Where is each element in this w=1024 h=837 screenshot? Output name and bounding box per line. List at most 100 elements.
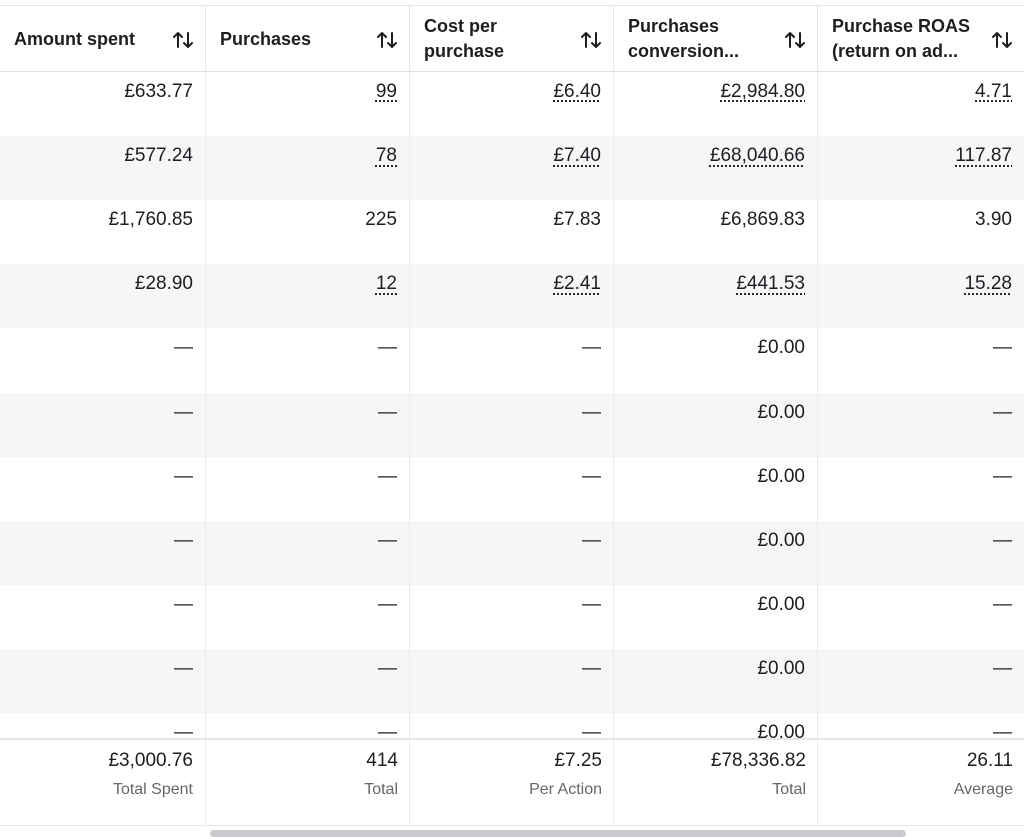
page: Amount spent Purchases Cost per purchase Pu… bbox=[0, 0, 1024, 837]
cell-value: — bbox=[993, 658, 1012, 679]
cell-value: — bbox=[174, 466, 193, 487]
table-cell: £28.90 bbox=[0, 264, 205, 328]
cell-value: — bbox=[582, 530, 601, 551]
sort-icon[interactable] bbox=[375, 30, 399, 57]
cell-value: — bbox=[993, 722, 1012, 738]
cell-value: — bbox=[174, 658, 193, 679]
footer-label: Total bbox=[614, 781, 818, 799]
cell-value: £441.53 bbox=[736, 273, 805, 294]
footer-cell: 414 Total bbox=[205, 740, 409, 826]
cell-value: £2,984.80 bbox=[720, 81, 805, 102]
cell-value: £68,040.66 bbox=[710, 145, 805, 166]
sort-icon[interactable] bbox=[171, 30, 195, 57]
table-body: £633.77 99 £6.40 £2,984.80 4.71 £577.24 78 £7.4… bbox=[0, 72, 1024, 738]
table-cell: — bbox=[817, 393, 1024, 457]
cell-value: — bbox=[378, 594, 397, 615]
table-cell: £2,984.80 bbox=[613, 72, 817, 136]
cell-value: 4.71 bbox=[975, 81, 1012, 102]
table-cell: — bbox=[817, 649, 1024, 713]
table-cell: — bbox=[0, 328, 205, 392]
footer-label: Total bbox=[206, 781, 410, 799]
footer-value: £3,000.76 bbox=[0, 750, 205, 772]
column-header[interactable]: Purchase ROAS (return on ad... bbox=[817, 6, 1024, 72]
cell-value: — bbox=[582, 402, 601, 423]
table-cell: — bbox=[205, 328, 409, 392]
table-cell: £0.00 bbox=[613, 328, 817, 392]
table-cell: £2.41 bbox=[409, 264, 613, 328]
table-cell: 78 bbox=[205, 136, 409, 200]
cell-value: £0.00 bbox=[757, 594, 805, 615]
column-header[interactable]: Purchases conversion... bbox=[613, 6, 817, 72]
cell-value: — bbox=[174, 402, 193, 423]
sort-icon[interactable] bbox=[579, 30, 603, 57]
footer-label: Total Spent bbox=[0, 781, 205, 799]
column-header[interactable]: Amount spent bbox=[0, 6, 205, 72]
table-cell: — bbox=[409, 585, 613, 649]
cell-value: — bbox=[993, 466, 1012, 487]
table-cell: £0.00 bbox=[613, 521, 817, 585]
cell-value: £7.40 bbox=[553, 145, 601, 166]
cell-value: — bbox=[993, 337, 1012, 358]
cell-value: 12 bbox=[376, 273, 397, 294]
table-cell: — bbox=[409, 457, 613, 521]
scrollbar[interactable] bbox=[210, 830, 906, 837]
cell-value: — bbox=[993, 530, 1012, 551]
cell-value: 3.90 bbox=[975, 209, 1012, 230]
table-cell: — bbox=[205, 585, 409, 649]
cell-value: £6.40 bbox=[553, 81, 601, 102]
table-cell: — bbox=[817, 585, 1024, 649]
table-cell: — bbox=[409, 649, 613, 713]
table-cell: 12 bbox=[205, 264, 409, 328]
table-cell: — bbox=[817, 457, 1024, 521]
table-cell: — bbox=[817, 713, 1024, 738]
table-cell: £633.77 bbox=[0, 72, 205, 136]
cell-value: — bbox=[582, 594, 601, 615]
cell-value: — bbox=[582, 658, 601, 679]
cell-value: £0.00 bbox=[757, 402, 805, 423]
cell-value: — bbox=[378, 530, 397, 551]
sort-icon[interactable] bbox=[990, 30, 1014, 57]
footer-value: 26.11 bbox=[818, 750, 1024, 772]
table-cell: — bbox=[817, 521, 1024, 585]
cell-value: £6,869.83 bbox=[720, 209, 805, 230]
cell-value: 78 bbox=[376, 145, 397, 166]
table-cell: £0.00 bbox=[613, 713, 817, 738]
table-cell: £0.00 bbox=[613, 585, 817, 649]
sort-icon[interactable] bbox=[783, 30, 807, 57]
table-cell: £6,869.83 bbox=[613, 200, 817, 264]
table-footer: £3,000.76 Total Spent 414 Total £7.25 Per Act… bbox=[0, 738, 1024, 826]
cell-value: — bbox=[174, 594, 193, 615]
cell-value: — bbox=[993, 402, 1012, 423]
table-cell: — bbox=[205, 713, 409, 738]
cell-value: 225 bbox=[365, 209, 397, 230]
column-header[interactable]: Cost per purchase bbox=[409, 6, 613, 72]
cell-value: £633.77 bbox=[124, 81, 193, 102]
header-text: Purchases conversion... bbox=[628, 14, 773, 64]
table-cell: 117.87 bbox=[817, 136, 1024, 200]
table-cell: £68,040.66 bbox=[613, 136, 817, 200]
table-cell: — bbox=[0, 393, 205, 457]
cell-value: £0.00 bbox=[757, 530, 805, 551]
table-cell: — bbox=[409, 521, 613, 585]
table-cell: — bbox=[205, 521, 409, 585]
cell-value: — bbox=[378, 402, 397, 423]
cell-value: 117.87 bbox=[955, 145, 1012, 166]
cell-value: — bbox=[582, 337, 601, 358]
table-cell: £0.00 bbox=[613, 649, 817, 713]
cell-value: £1,760.85 bbox=[108, 209, 193, 230]
footer-label: Average bbox=[818, 781, 1024, 799]
table-cell: £0.00 bbox=[613, 457, 817, 521]
footer-value: 414 bbox=[206, 750, 410, 772]
table-cell: 15.28 bbox=[817, 264, 1024, 328]
column-header[interactable]: Purchases bbox=[205, 6, 409, 72]
footer-value: £78,336.82 bbox=[614, 750, 818, 772]
table-cell: — bbox=[205, 393, 409, 457]
table-cell: — bbox=[205, 649, 409, 713]
footer-cell: 26.11 Average bbox=[817, 740, 1024, 826]
header-text: Amount spent bbox=[14, 27, 135, 52]
table-cell: £6.40 bbox=[409, 72, 613, 136]
footer-value: £7.25 bbox=[410, 750, 614, 772]
table-cell: — bbox=[817, 328, 1024, 392]
cell-value: £2.41 bbox=[553, 273, 601, 294]
footer-label: Per Action bbox=[410, 781, 614, 799]
